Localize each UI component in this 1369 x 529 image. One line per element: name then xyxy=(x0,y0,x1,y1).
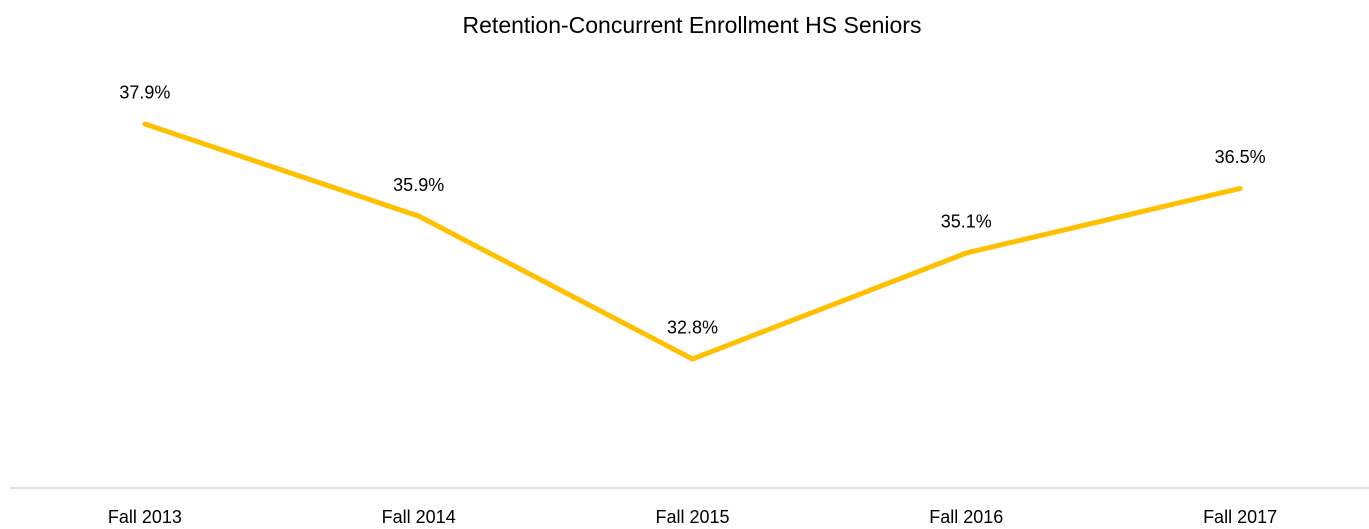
x-tick-label: Fall 2016 xyxy=(929,507,1003,527)
chart-title: Retention-Concurrent Enrollment HS Senio… xyxy=(463,12,922,38)
data-label: 35.9% xyxy=(393,175,444,195)
data-label: 32.8% xyxy=(667,318,718,338)
data-label: 35.1% xyxy=(941,212,992,232)
x-tick-label: Fall 2014 xyxy=(382,507,456,527)
x-tick-label: Fall 2017 xyxy=(1203,507,1277,527)
x-tick-label: Fall 2015 xyxy=(655,507,729,527)
x-tick-label: Fall 2013 xyxy=(108,507,182,527)
data-label: 36.5% xyxy=(1215,147,1266,167)
data-label: 37.9% xyxy=(119,83,170,103)
line xyxy=(142,121,1243,362)
